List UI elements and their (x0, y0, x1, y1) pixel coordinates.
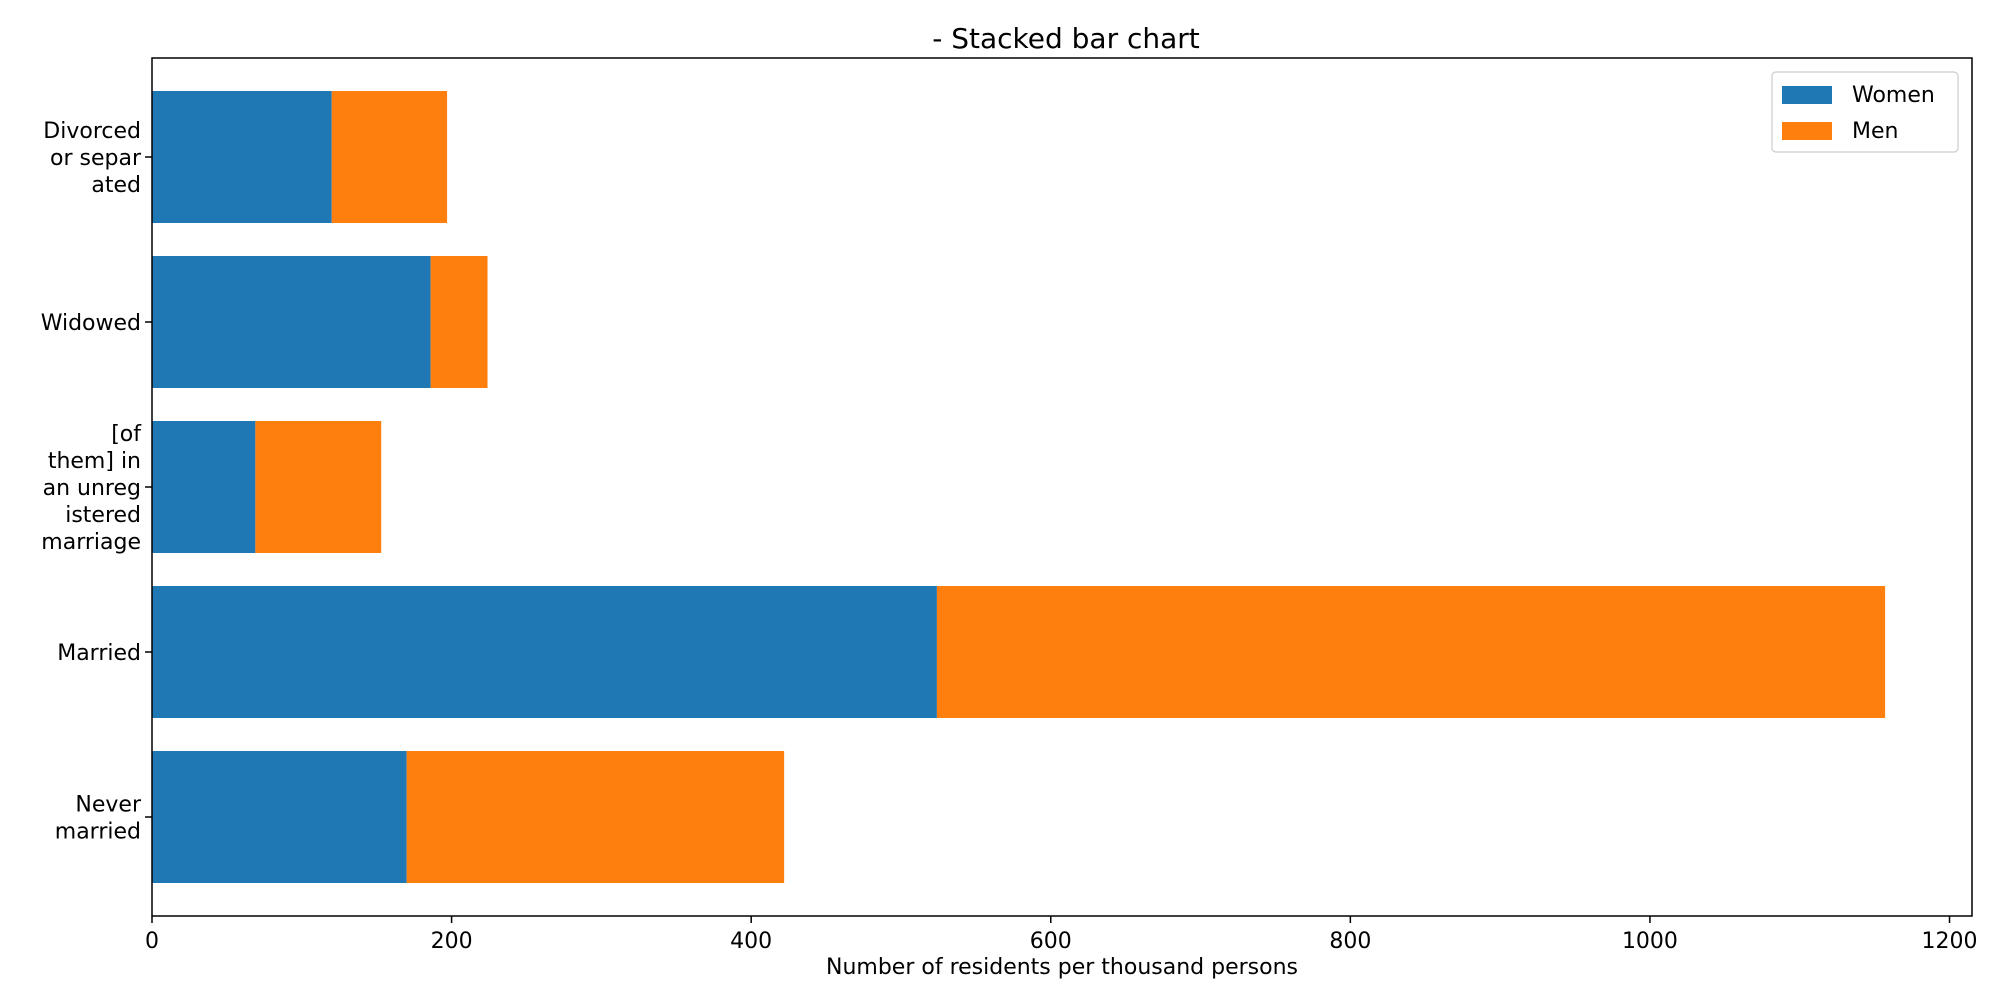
y-tick-label-line: [of (111, 422, 142, 447)
bar-men-2 (255, 421, 382, 553)
legend-label-women: Women (1852, 83, 1935, 108)
plot-frame (151, 57, 1973, 917)
x-axis-label: Number of residents per thousand persons (826, 955, 1298, 980)
y-tick-label-line: Never (75, 793, 142, 818)
y-tick-label-line: Widowed (41, 311, 141, 336)
legend-swatch-women (1782, 86, 1832, 104)
y-tick-label-1: Married (57, 641, 141, 666)
bar-men-0 (406, 751, 785, 883)
x-tick-label-4: 800 (1329, 929, 1371, 954)
y-tick-label-2: [of them] in an unreg istered marriage (41, 422, 142, 555)
x-tick-label-1: 200 (431, 929, 473, 954)
y-tick-label-line: an unreg (43, 476, 141, 501)
y-tick-label-line: them] in (48, 449, 141, 474)
x-tick-label-3: 600 (1030, 929, 1072, 954)
y-tick-label-line: ated (91, 173, 141, 198)
bar-women-2 (152, 421, 256, 553)
x-tick-label-2: 400 (730, 929, 772, 954)
y-tick-label-line: or separ (50, 146, 142, 171)
bar-men-3 (430, 256, 488, 388)
y-tick-label-line: Divorced (43, 119, 141, 144)
legend-label-men: Men (1852, 119, 1898, 144)
y-tick-label-line: istered (65, 503, 141, 528)
x-tick-label-5: 1000 (1622, 929, 1678, 954)
bar-women-1 (152, 586, 937, 718)
bar-women-0 (152, 751, 407, 883)
y-tick-label-3: Widowed (41, 311, 141, 336)
y-tick-label-line: marriage (41, 530, 141, 555)
bar-women-3 (152, 256, 431, 388)
bar-women-4 (152, 91, 332, 223)
y-tick-label-0: Never married (55, 793, 142, 845)
y-tick-label-4: Divorced or separ ated (43, 119, 142, 198)
bars-layer (152, 91, 1886, 883)
x-tick-label-6: 1200 (1922, 929, 1978, 954)
y-tick-label-line: Married (57, 641, 141, 666)
bar-men-1 (936, 586, 1886, 718)
y-tick-label-line: married (55, 820, 141, 845)
chart-title: - Stacked bar chart (932, 22, 1200, 55)
legend-swatch-men (1782, 122, 1832, 140)
legend: Women Men (1771, 71, 1959, 153)
bar-men-4 (331, 91, 448, 223)
y-axis: Never married Married [of them] in an unreg is… (41, 119, 152, 845)
x-tick-label-0: 0 (145, 929, 159, 954)
x-axis: 0 200 400 600 800 1000 1200 (145, 916, 1978, 954)
